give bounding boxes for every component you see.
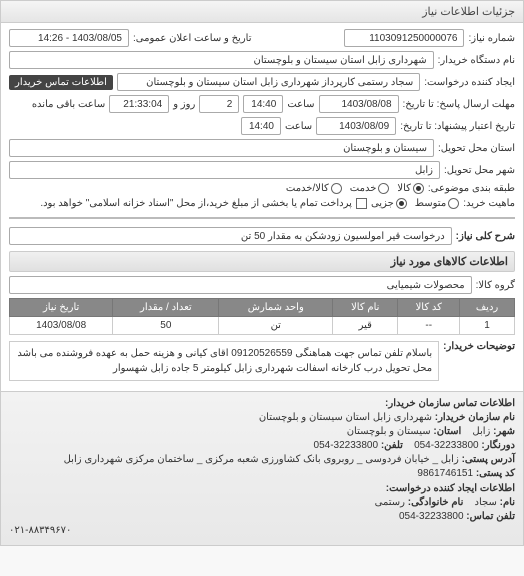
budget-radio-group: کالا خدمت کالا/خدمت (286, 183, 424, 194)
validity-date-field: 1403/08/09 (316, 117, 396, 135)
group-field: محصولات شیمیایی (9, 276, 472, 294)
deadline-time-label: ساعت (287, 99, 314, 110)
bottom-phone-value: 32233800-054 (314, 440, 379, 451)
subject-label: شرح کلی نیاز: (456, 231, 515, 242)
table-row: 1 -- قیر تن 50 1403/08/08 (10, 317, 515, 335)
explain-box: باسلام تلفن تماس جهت هماهنگی 09120526559… (9, 341, 439, 381)
nature-radio-1[interactable]: جزیی (371, 198, 407, 209)
th-code: کد کالا (398, 299, 460, 317)
fax-label: دورنگار: (481, 440, 515, 451)
radio-icon (378, 183, 389, 194)
creator-field: سجاد رستمی کارپرداز شهرداری زابل استان س… (117, 73, 420, 91)
subject-field: درخواست قیر امولسیون زودشکن به مقدار 50 … (9, 227, 452, 245)
goods-table: ردیف کد کالا نام کالا واحد شمارش تعداد /… (9, 298, 515, 335)
details-window: جزئیات اطلاعات نیاز شماره نیاز: 11030912… (0, 0, 524, 546)
budget-radio-1[interactable]: خدمت (350, 183, 390, 194)
province-label: استان: (433, 426, 461, 437)
bottom-section-title: اطلاعات تماس سازمان خریدار: (385, 398, 515, 409)
post-value: 9861746151 (417, 468, 473, 479)
td-code: -- (398, 317, 460, 335)
delivery-label: استان محل تحویل: (438, 143, 515, 154)
th-unit: واحد شمارش (219, 299, 333, 317)
th-name: نام کالا (333, 299, 398, 317)
td-qty: 50 (113, 317, 219, 335)
radio-icon (396, 198, 407, 209)
announce-label: تاریخ و ساعت اعلان عمومی: (133, 33, 252, 44)
budget-label: طبقه بندی موضوعی: (428, 183, 515, 194)
city-field: زابل (9, 161, 440, 179)
org-name-value: شهرداری زابل استان سیستان و بلوچستان (259, 412, 432, 423)
creator-section-label: اطلاعات ایجاد کننده درخواست: (386, 483, 515, 494)
radio-icon (331, 183, 342, 194)
announce-field: 1403/08/05 - 14:26 (9, 29, 129, 47)
deadline-label: مهلت ارسال پاسخ: تا تاریخ: (403, 99, 515, 110)
bottom-city-value: زابل (472, 426, 490, 437)
lastname-label: نام خانوادگی: (408, 497, 464, 508)
shenase-label: شماره نیاز: (468, 33, 515, 44)
bottom-section: اطلاعات تماس سازمان خریدار: نام سازمان خ… (1, 391, 523, 545)
explain-label: توضیحات خریدار: (443, 341, 515, 352)
table-header-row: ردیف کد کالا نام کالا واحد شمارش تعداد /… (10, 299, 515, 317)
th-date: تاریخ نیاز (10, 299, 113, 317)
org-name-label: نام سازمان خریدار: (435, 412, 515, 423)
bottom-city-label: شهر: (493, 426, 515, 437)
address-label: آدرس پستی: (462, 454, 515, 465)
remaining-days-label: روز و (173, 99, 195, 110)
radio-icon (413, 183, 424, 194)
footer-phone: ۰۲۱-۸۸۳۴۹۶۷۰ (9, 525, 71, 536)
province-value: سیستان و بلوچستان (347, 426, 431, 437)
shenase-field: 1103091250000076 (344, 29, 464, 47)
radio-icon (448, 198, 459, 209)
validity-time-field: 14:40 (241, 117, 281, 135)
nature-radio-group: متوسط جزیی (371, 198, 459, 209)
remaining-time-field: 21:33:04 (109, 95, 169, 113)
window-title: جزئیات اطلاعات نیاز (422, 6, 515, 18)
goods-section-title: اطلاعات کالاهای مورد نیاز (9, 251, 515, 272)
name-value: سجاد (475, 497, 497, 508)
content-area: شماره نیاز: 1103091250000076 تاریخ و ساع… (1, 23, 523, 391)
remaining-days-field: 2 (199, 95, 239, 113)
fax-value: 32233800-054 (414, 440, 479, 451)
divider (9, 217, 515, 219)
remaining-suffix: ساعت باقی مانده (32, 99, 105, 110)
td-unit: تن (219, 317, 333, 335)
city-label: شهر محل تحویل: (444, 165, 515, 176)
budget-radio-2[interactable]: کالا/خدمت (286, 183, 342, 194)
lastname-value: رستمی (375, 497, 405, 508)
bottom-phone-label: تلفن: (381, 440, 403, 451)
post-label: کد پستی: (476, 468, 515, 479)
contact-phone-label: تلفن تماس: (466, 511, 515, 522)
creator-label: ایجاد کننده درخواست: (424, 77, 515, 88)
nature-label: ماهیت خرید: (463, 198, 515, 209)
contact-phone-value: 32233800-054 (399, 511, 464, 522)
delivery-field: سیستان و بلوچستان (9, 139, 434, 157)
th-row: ردیف (460, 299, 515, 317)
budget-radio-0[interactable]: کالا (397, 183, 424, 194)
title-bar: جزئیات اطلاعات نیاز (1, 1, 523, 23)
treasury-checkbox[interactable] (356, 198, 367, 209)
address-value: زابل _ خیابان فردوسی _ روبروی بانک کشاور… (64, 454, 459, 465)
org-field: شهرداری زابل استان سیستان و بلوچستان (9, 51, 434, 69)
deadline-date-field: 1403/08/08 (319, 95, 399, 113)
validity-label: تاریخ اعتبار پیشنهاد: تا تاریخ: (400, 121, 515, 132)
td-name: قیر (333, 317, 398, 335)
org-label: نام دستگاه خریدار: (438, 55, 515, 66)
treasury-label: پرداخت تمام یا بخشی از مبلغ خرید،از محل … (40, 198, 352, 209)
buyer-contact-button[interactable]: اطلاعات تماس خریدار (9, 75, 113, 90)
name-label: نام: (500, 497, 515, 508)
nature-radio-0[interactable]: متوسط (415, 198, 459, 209)
th-qty: تعداد / مقدار (113, 299, 219, 317)
group-label: گروه کالا: (476, 280, 515, 291)
td-date: 1403/08/08 (10, 317, 113, 335)
td-row: 1 (460, 317, 515, 335)
validity-time-label: ساعت (285, 121, 312, 132)
deadline-time-field: 14:40 (243, 95, 283, 113)
